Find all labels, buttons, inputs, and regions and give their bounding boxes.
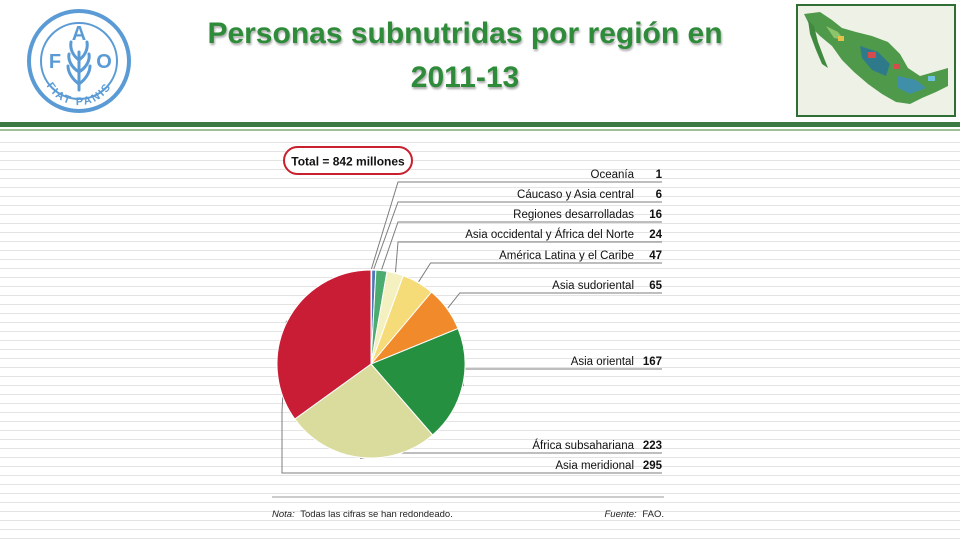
title-line-1: Personas subnutridas por región en (207, 17, 723, 50)
page-title: Personas subnutridas por región en 2011-… (150, 12, 780, 100)
slice-label-name: América Latina y el Caribe (499, 250, 634, 262)
mexico-map-image (796, 4, 956, 117)
slice-label-name: Asia meridional (555, 460, 634, 472)
note-text: Nota: Todas las cifras se han redondeado… (272, 509, 453, 520)
header-rule-secondary (0, 129, 960, 131)
slice-label-name: Cáucaso y Asia central (517, 189, 634, 201)
pie-slice (370, 327, 466, 436)
mexico-map-icon (798, 6, 954, 115)
leader-line (395, 241, 662, 273)
leader-line (461, 368, 662, 387)
leader-line (447, 292, 662, 309)
header-rule (0, 122, 960, 127)
leader-line (373, 201, 662, 270)
pie-slices (276, 269, 466, 459)
leader-line (370, 181, 662, 270)
title-line-2: 2011-13 (410, 61, 520, 94)
pie-slice (294, 363, 434, 459)
source-text: Fuente: FAO. (604, 509, 664, 520)
leader-line (381, 221, 662, 270)
slice-label-name: Asia occidental y África del Norte (465, 228, 634, 241)
total-oval (283, 146, 413, 175)
leader-line (360, 452, 662, 459)
logo-letter-a: A (72, 23, 86, 45)
logo-letter-f: F (49, 51, 61, 73)
slice-label-value: 16 (649, 209, 662, 221)
slice-label-value: 47 (649, 250, 662, 262)
total-label: Total = 842 millones (291, 155, 405, 169)
slice-label-value: 24 (649, 229, 662, 241)
slice-label-name: África subsahariana (532, 439, 634, 452)
logo-letter-o: O (96, 51, 112, 73)
slice-label-name: Asia oriental (571, 356, 634, 368)
source-body: FAO. (642, 509, 664, 520)
slice-label-value: 65 (649, 280, 662, 292)
slice-label-name: Regiones desarrolladas (513, 209, 634, 221)
slice-label-name: Asia sudoriental (552, 280, 634, 292)
note-label: Nota: (272, 509, 295, 520)
fao-logo: F A O FIAT PANIS (27, 9, 131, 113)
slice-label-value: 167 (643, 356, 662, 368)
slice-label-value: 6 (656, 189, 662, 201)
slice-label-name: Oceanía (591, 169, 635, 181)
slice-labels: Oceanía 1 Cáucaso y Asia central 6 Regiones … (465, 169, 662, 472)
pie-slice (276, 269, 372, 420)
slice-label-value: 1 (656, 169, 663, 181)
slide-header: F A O FIAT PANIS Personas subnutridas po… (0, 0, 960, 122)
note-body: Todas las cifras se han redondeado. (300, 509, 453, 520)
leader-line (418, 262, 662, 283)
source-label: Fuente: (604, 509, 637, 520)
slice-label-value: 223 (643, 440, 662, 452)
slice-label-value: 295 (643, 460, 663, 472)
